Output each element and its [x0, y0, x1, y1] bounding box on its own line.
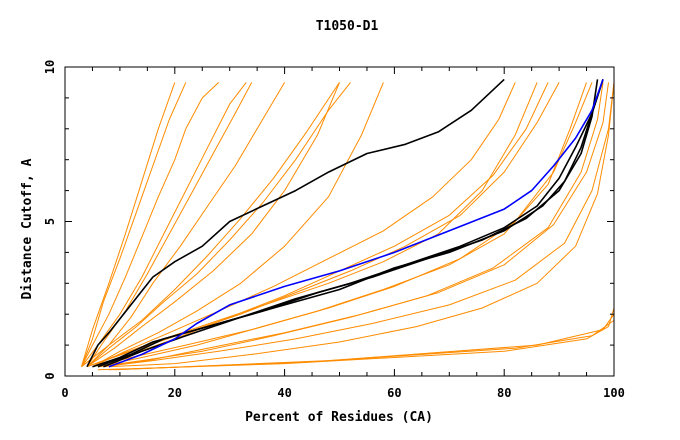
series-line-black-26 [103, 79, 604, 368]
series-line-orange-13 [81, 82, 340, 368]
y-tick-label: 0 [43, 372, 57, 379]
series-line-black-25 [97, 79, 599, 368]
x-tick-label: 40 [277, 386, 291, 400]
series-line-orange-10 [103, 82, 615, 368]
x-tick-label: 20 [168, 386, 182, 400]
x-tick-label: 80 [497, 386, 511, 400]
series-line-orange-18 [92, 82, 516, 368]
ticks-layer: 0 20 40 60 80 100 0 5 10 [43, 60, 625, 400]
series-line-orange-19 [86, 82, 253, 367]
series-line-orange-11 [97, 82, 593, 368]
chart-title: T1050-D1 [316, 19, 379, 34]
series-line-orange-16 [97, 82, 609, 368]
series-line-orange-3 [86, 82, 340, 368]
series-line-blue-27 [108, 79, 604, 368]
y-axis-label: Distance Cutoff, A [20, 158, 35, 299]
series-line-orange-0 [81, 82, 220, 367]
y-tick-label: 10 [43, 60, 57, 74]
y-tick-label: 5 [43, 218, 57, 225]
series-line-orange-15 [86, 82, 560, 368]
series-line-orange-1 [81, 82, 247, 368]
x-tick-label: 100 [603, 386, 625, 400]
series-line-orange-2 [86, 82, 286, 368]
series-line-orange-5 [86, 82, 351, 368]
series-layer [81, 78, 615, 371]
x-tick-label: 60 [387, 386, 401, 400]
series-line-orange-17 [108, 82, 615, 368]
series-line-orange-21 [108, 227, 615, 371]
series-line-orange-22 [114, 313, 615, 371]
series-line-orange-6 [81, 82, 187, 367]
series-line-orange-14 [81, 82, 176, 367]
x-axis-label: Percent of Residues (CA) [245, 410, 433, 425]
series-line-black-23 [86, 78, 505, 368]
series-line-orange-7 [86, 82, 538, 368]
x-tick-label: 0 [61, 386, 68, 400]
series-line-orange-4 [92, 82, 384, 368]
